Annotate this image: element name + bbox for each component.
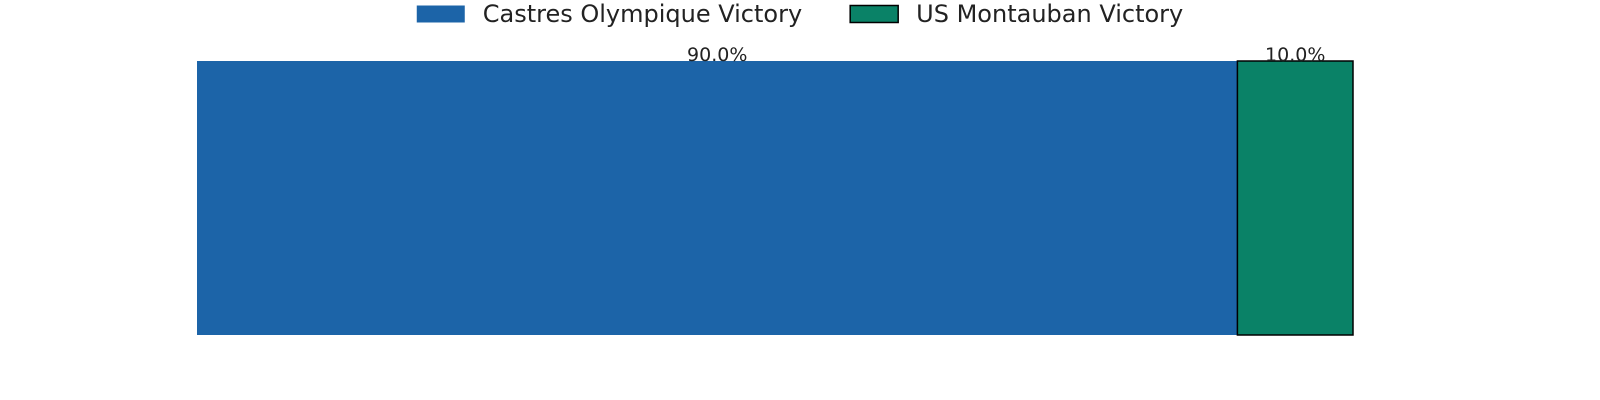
legend-label-us-montauban-victory: US Montauban Victory [916,0,1183,28]
legend-item-castres-olympique-victory: Castres Olympique Victory [416,0,802,28]
bar-castres-olympique-victory [197,61,1238,335]
data-label-castres-olympique-victory: 90.0% [687,44,747,66]
data-label-us-montauban-victory: 10.0% [1265,44,1325,66]
legend-swatch-castres-olympique-victory [416,5,465,23]
legend-label-castres-olympique-victory: Castres Olympique Victory [483,0,802,28]
bars [197,60,1354,336]
legend: Castres Olympique Victory US Montauban Vi… [416,0,1183,28]
legend-swatch-us-montauban-victory [849,4,899,24]
data-labels: 90.0% 10.0% [687,44,1325,66]
legend-item-us-montauban-victory: US Montauban Victory [849,0,1183,28]
bar-us-montauban-victory [1236,60,1354,336]
